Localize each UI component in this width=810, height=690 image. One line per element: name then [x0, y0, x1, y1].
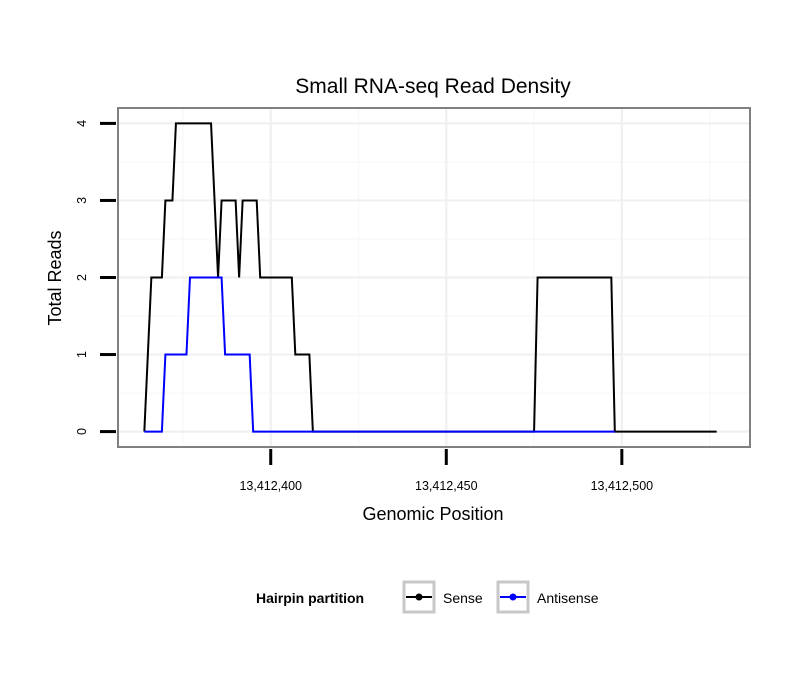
- chart-title: Small RNA-seq Read Density: [295, 75, 571, 98]
- y-tick-label: 2: [75, 274, 89, 281]
- y-tick-label: 1: [75, 351, 89, 358]
- y-tick-label: 0: [75, 428, 89, 435]
- x-tick-label: 13,412,500: [591, 479, 654, 493]
- legend-key-marker: [415, 593, 423, 601]
- series-line-antisense: [144, 276, 615, 433]
- legend-key-marker: [509, 593, 517, 601]
- y-tick-label: 4: [75, 120, 89, 127]
- legend-title: Hairpin partition: [256, 590, 364, 606]
- x-tick-label: 13,412,400: [239, 479, 302, 493]
- legend-label-sense: Sense: [443, 590, 483, 606]
- y-axis: 0 1 2 3 4: [75, 120, 116, 435]
- legend: Hairpin partition Sense Antisense: [256, 580, 599, 614]
- legend-label-antisense: Antisense: [537, 590, 599, 606]
- y-tick-label: 3: [75, 197, 89, 204]
- x-axis-title: Genomic Position: [362, 504, 503, 524]
- plot-lines: [143, 122, 717, 433]
- y-axis-title: Total Reads: [45, 230, 65, 325]
- x-axis: 13,412,400 13,412,450 13,412,500: [239, 449, 653, 493]
- plot-panel-border: [117, 107, 751, 448]
- x-tick-label: 13,412,450: [415, 479, 478, 493]
